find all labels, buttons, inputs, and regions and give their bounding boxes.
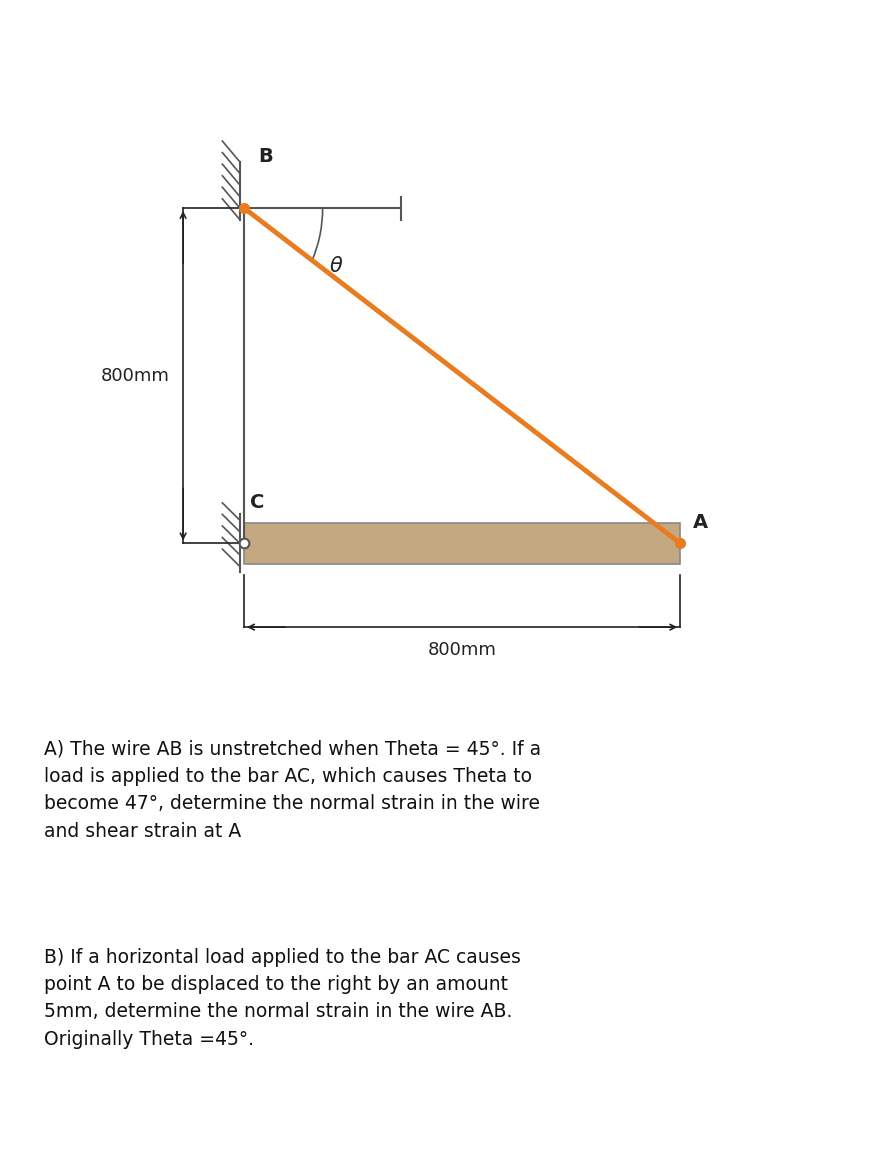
Text: B: B [259, 147, 273, 165]
Text: C: C [250, 494, 264, 512]
Text: $\theta$: $\theta$ [329, 255, 343, 276]
FancyBboxPatch shape [244, 523, 680, 563]
Text: 800mm: 800mm [428, 640, 496, 659]
Text: A: A [693, 513, 708, 532]
Text: B) If a horizontal load applied to the bar AC causes
point A to be displaced to : B) If a horizontal load applied to the b… [44, 948, 521, 1048]
Text: A) The wire AB is unstretched when Theta = 45°. If a
load is applied to the bar : A) The wire AB is unstretched when Theta… [44, 740, 541, 840]
Text: 800mm: 800mm [101, 366, 170, 385]
